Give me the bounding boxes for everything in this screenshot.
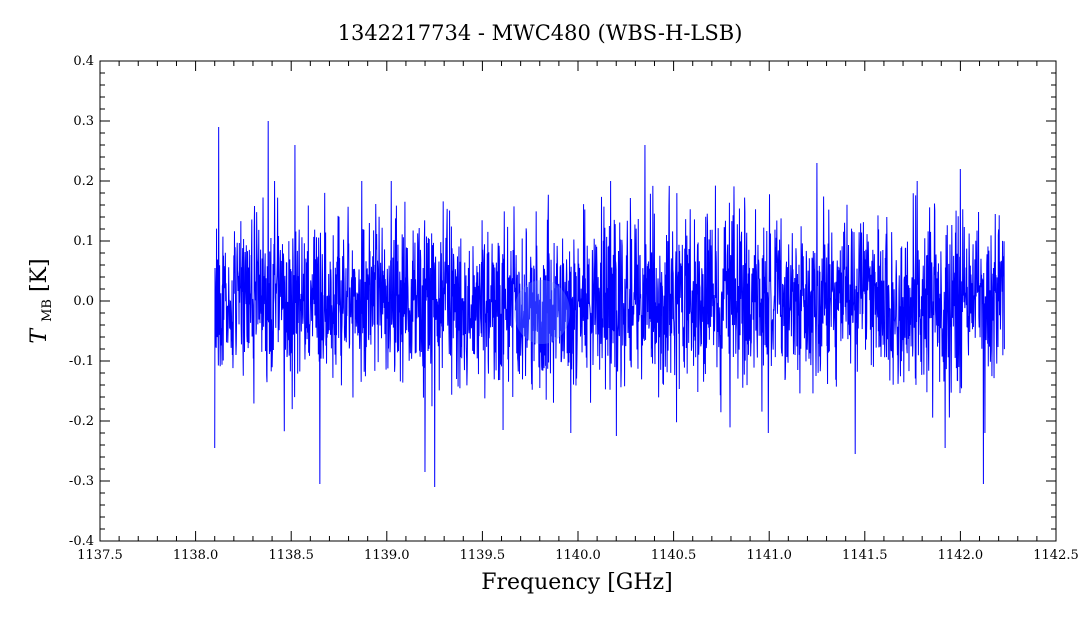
y-tick-label: -0.3 xyxy=(69,474,94,489)
y-tick-label: 0.4 xyxy=(73,54,94,69)
x-tick-label: 1140.0 xyxy=(555,548,601,563)
series-line-group xyxy=(214,120,1005,488)
y-tick-label: -0.4 xyxy=(69,534,94,549)
svg-text:T MB [K]: T MB [K] xyxy=(27,258,57,343)
x-tick-label: 1142.5 xyxy=(1033,548,1079,563)
chart-title: 1342217734 - MWC480 (WBS-H-LSB) xyxy=(338,21,743,45)
y-tick-label: 0.2 xyxy=(73,174,94,189)
y-axis-label-main: T xyxy=(27,327,52,344)
y-axis-ticks: -0.4 -0.3 -0.2 -0.1 0.0 0.1 0.2 0.3 0.4 xyxy=(69,54,1056,549)
x-tick-label: 1141.0 xyxy=(746,548,792,563)
x-tick-label: 1137.5 xyxy=(77,548,123,563)
y-tick-label: -0.2 xyxy=(69,414,94,429)
y-axis-label-unit: [K] xyxy=(27,258,52,292)
y-tick-label: 0.0 xyxy=(73,294,94,309)
x-tick-label: 1138.5 xyxy=(268,548,314,563)
x-tick-label: 1139.5 xyxy=(460,548,506,563)
x-tick-label: 1142.0 xyxy=(938,548,984,563)
x-tick-label: 1140.5 xyxy=(651,548,697,563)
y-tick-label: 0.1 xyxy=(73,234,94,249)
x-axis-label: Frequency [GHz] xyxy=(481,570,673,595)
y-tick-label: 0.3 xyxy=(73,114,94,129)
y-axis-label: T MB [K] xyxy=(27,258,57,343)
x-tick-label: 1139.0 xyxy=(364,548,410,563)
plot-area: 1137.5 1138.0 1138.5 1139.0 1139.5 1140.0 1140… xyxy=(69,54,1079,563)
y-axis-label-sub: MB xyxy=(40,299,55,322)
spectrum-series-line xyxy=(214,120,1005,488)
x-tick-label: 1141.5 xyxy=(842,548,888,563)
y-tick-label: -0.1 xyxy=(69,354,94,369)
x-axis-ticks: 1137.5 1138.0 1138.5 1139.0 1139.5 1140.0 1140… xyxy=(77,61,1079,563)
x-tick-label: 1138.0 xyxy=(173,548,219,563)
glow-artifact xyxy=(514,280,570,344)
